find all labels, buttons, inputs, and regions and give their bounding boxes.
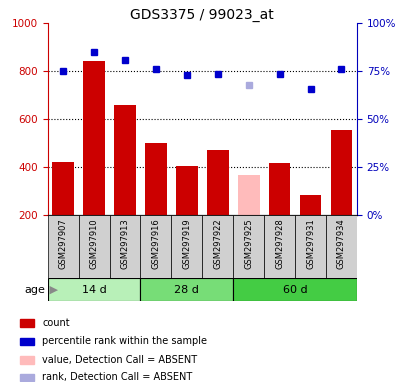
Bar [331,130,352,215]
Text: ▶: ▶ [46,285,58,295]
Text: GSM297922: GSM297922 [213,218,222,269]
Bar [145,143,167,215]
Text: GSM297925: GSM297925 [244,218,253,269]
Bar [140,215,171,278]
Text: GSM297919: GSM297919 [182,218,191,269]
Bar [238,175,259,215]
Text: age: age [25,285,46,295]
Bar [295,215,326,278]
Bar [207,150,229,215]
Bar [20,356,34,364]
Bar [79,215,110,278]
Text: GSM297907: GSM297907 [59,218,68,269]
Text: percentile rank within the sample: percentile rank within the sample [42,336,207,346]
Bar [114,104,136,215]
Text: 60 d: 60 d [283,285,308,295]
Bar [233,215,264,278]
Text: count: count [42,318,70,328]
Bar [171,215,202,278]
Bar [110,215,140,278]
Text: rank, Detection Call = ABSENT: rank, Detection Call = ABSENT [42,372,193,382]
Bar [48,215,79,278]
Bar [326,215,357,278]
Bar [83,61,105,215]
Text: 28 d: 28 d [174,285,199,295]
Text: value, Detection Call = ABSENT: value, Detection Call = ABSENT [42,355,197,365]
Bar [20,374,34,381]
Bar [269,164,290,215]
Text: GSM297910: GSM297910 [90,218,99,269]
Text: 14 d: 14 d [82,285,107,295]
Bar [140,278,233,301]
Bar [20,338,34,345]
Text: GSM297928: GSM297928 [275,218,284,269]
Bar [233,278,357,301]
Text: GSM297913: GSM297913 [120,218,129,269]
Bar [300,195,321,215]
Bar [203,215,233,278]
Bar [20,319,34,327]
Text: GSM297916: GSM297916 [151,218,161,269]
Title: GDS3375 / 99023_at: GDS3375 / 99023_at [130,8,274,22]
Text: GSM297934: GSM297934 [337,218,346,269]
Bar [52,162,74,215]
Bar [264,215,295,278]
Bar [176,166,198,215]
Text: GSM297931: GSM297931 [306,218,315,269]
Bar [48,278,140,301]
